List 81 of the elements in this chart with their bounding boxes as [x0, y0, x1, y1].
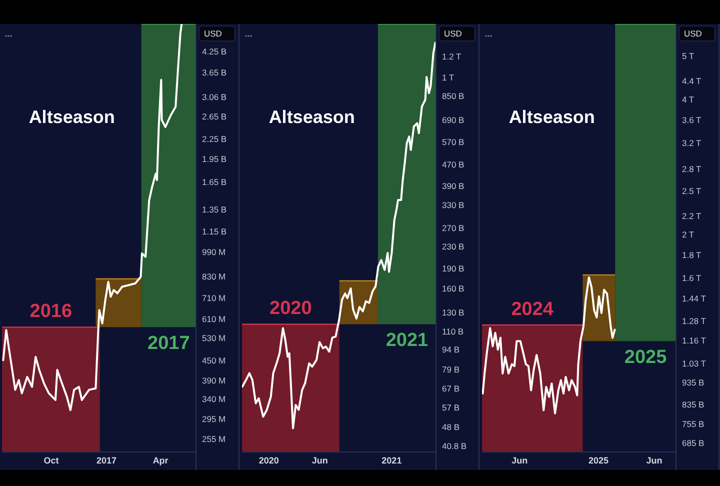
- y-tick-label: 255 M: [202, 434, 226, 444]
- y-tick-label: 835 B: [682, 399, 705, 410]
- y-tick-label: 270 B: [442, 223, 465, 234]
- y-tick-label: 530 M: [202, 333, 226, 344]
- y-tick-label: 390 B: [442, 180, 465, 191]
- y-tick-label: 1.95 B: [202, 154, 227, 164]
- series-label: 2020: [270, 298, 312, 320]
- x-tick-label: Oct: [44, 455, 59, 466]
- y-tick-label: 830 M: [202, 271, 226, 282]
- x-tick-label: Jun: [646, 455, 662, 466]
- x-tick-label: Apr: [152, 455, 169, 466]
- y-tick-label: 1.2 T: [442, 51, 462, 62]
- y-tick-label: 5 T: [682, 51, 694, 62]
- x-tick-label: Jun: [312, 455, 328, 466]
- y-tick-label: 160 B: [442, 283, 465, 294]
- y-tick-label: 340 M: [202, 394, 226, 404]
- y-tick-label: 2.65 B: [202, 112, 227, 122]
- y-axis-title: USD: [204, 28, 222, 38]
- y-tick-label: 110 B: [442, 326, 464, 337]
- x-tick-label: 2020: [258, 455, 279, 466]
- y-tick-label: 190 B: [442, 264, 465, 274]
- text: 2025: [624, 347, 668, 368]
- y-tick-label: 1.03 T: [682, 358, 706, 368]
- y-tick-label: 1.35 B: [202, 204, 227, 214]
- y-tick-label: 230 B: [442, 242, 465, 252]
- y-tick-label: 610 M: [202, 314, 226, 324]
- y-tick-label: 2 T: [682, 229, 694, 240]
- y-tick-label: 67 B: [442, 384, 460, 394]
- x-tick-label: 2025: [588, 455, 609, 466]
- y-tick-label: 4 T: [682, 94, 694, 105]
- text: 2017: [148, 333, 190, 354]
- y-tick-label: 1.16 T: [682, 335, 706, 346]
- y-tick-label: 1.44 T: [682, 293, 706, 304]
- y-tick-label: 4.4 T: [682, 76, 702, 86]
- y-tick-label: 2.25 B: [202, 134, 227, 144]
- y-tick-label: 40.8 B: [442, 440, 467, 451]
- y-tick-label: 1.8 T: [682, 250, 702, 260]
- y-tick-label: 755 B: [682, 418, 705, 429]
- x-tick-label: 2021: [382, 455, 402, 466]
- y-tick-label: 690 B: [442, 115, 465, 126]
- y-tick-label: 570 B: [442, 137, 465, 148]
- y-tick-label: 1.6 T: [682, 272, 702, 283]
- y-tick-label: 130 B: [442, 307, 465, 318]
- y-tick-label: 1.28 T: [682, 316, 706, 326]
- y-tick-label: 295 M: [202, 414, 226, 424]
- y-axis-title: USD: [684, 28, 702, 38]
- line-series: [242, 42, 436, 430]
- x-tick-label: Jun: [512, 455, 528, 466]
- annotation: Altseason: [508, 106, 595, 127]
- y-tick-label: 1.15 B: [202, 226, 227, 236]
- series-label: 2016: [30, 301, 72, 322]
- annotation: Altseason: [28, 106, 115, 127]
- y-tick-label: 57 B: [442, 402, 460, 412]
- y-tick-label: 94 B: [442, 344, 460, 355]
- y-axis-title: USD: [444, 28, 462, 38]
- y-tick-label: 990 M: [202, 247, 226, 258]
- y-tick-label: 3.2 T: [682, 138, 702, 148]
- y-tick-label: 2.2 T: [682, 210, 702, 221]
- y-tick-label: 79 B: [442, 364, 460, 375]
- y-tick-label: 710 M: [202, 292, 226, 303]
- y-tick-label: 470 B: [442, 159, 465, 170]
- y-tick-label: 850 B: [442, 91, 465, 102]
- y-tick-label: 685 B: [682, 438, 705, 448]
- line-series: [482, 276, 616, 414]
- y-tick-label: 330 B: [442, 200, 465, 210]
- y-tick-label: 2.5 T: [682, 186, 702, 196]
- y-tick-label: 2.8 T: [682, 164, 702, 174]
- y-tick-label: 1.65 B: [202, 176, 227, 187]
- y-tick-label: 1 T: [442, 72, 454, 82]
- series-label: 2024: [511, 299, 554, 320]
- y-tick-label: 3.6 T: [682, 115, 702, 126]
- y-tick-label: 48 B: [442, 422, 460, 432]
- y-tick-label: 4.25 B: [202, 46, 227, 57]
- text: 2021: [386, 330, 429, 352]
- x-tick-label: 2017: [96, 455, 117, 466]
- y-tick-label: 450 M: [202, 356, 226, 366]
- y-tick-label: 935 B: [682, 377, 705, 388]
- annotation: Altseason: [268, 106, 355, 127]
- y-tick-label: 390 M: [202, 375, 226, 386]
- y-tick-label: 3.65 B: [202, 68, 227, 78]
- y-tick-label: 3.06 B: [202, 92, 227, 102]
